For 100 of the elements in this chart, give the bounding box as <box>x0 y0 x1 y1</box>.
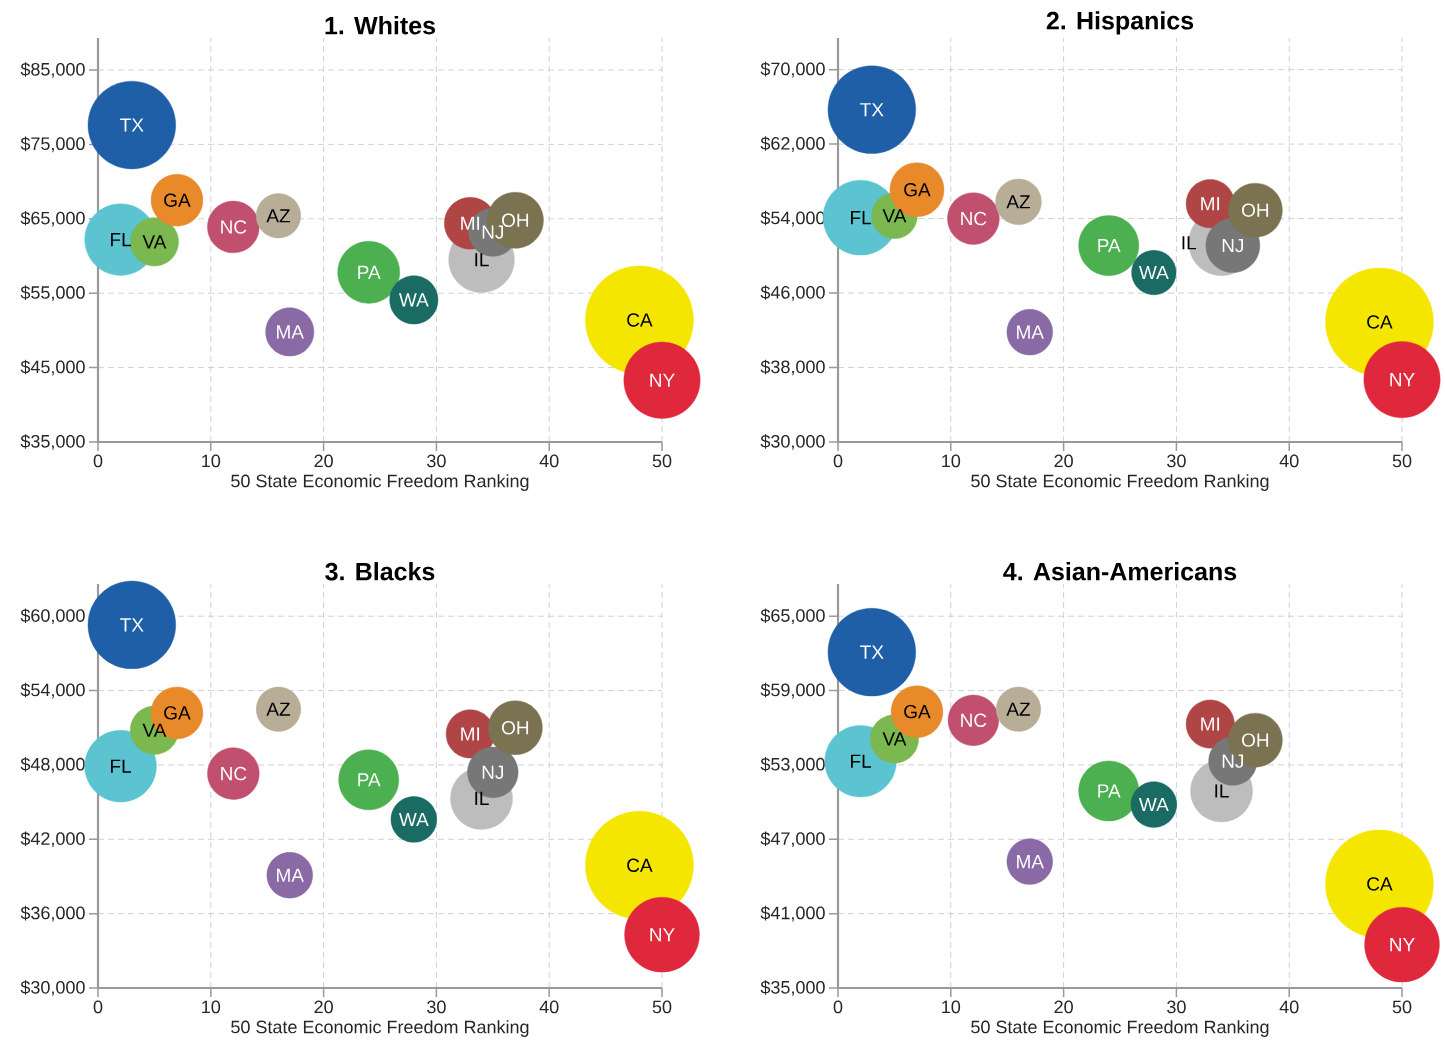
y-tick-label: $48,000 <box>20 757 85 773</box>
annotation: OH <box>502 213 529 227</box>
annotation: OH <box>1242 733 1269 747</box>
annotation: MA <box>277 325 304 339</box>
annotation: IL <box>475 253 489 267</box>
x-tick-label: 0 <box>93 454 103 468</box>
y-tick-label: $36,000 <box>20 905 85 922</box>
annotation: TX <box>120 118 144 132</box>
annotation: MI <box>461 216 480 230</box>
x-tick-label: 10 <box>202 1000 221 1014</box>
y-tick-label: $70,000 <box>760 61 825 78</box>
annotation: WA <box>1138 798 1169 812</box>
x-axis-title: 50 State Economic Freedom Ranking <box>231 1020 529 1037</box>
annotation: MI <box>1201 717 1220 731</box>
annotation: NJ <box>482 765 503 779</box>
annotation: GA <box>904 704 931 719</box>
annotation: MA <box>277 868 304 882</box>
annotation: AZ <box>1006 702 1031 716</box>
x-tick-label: 10 <box>202 454 221 468</box>
annotation: TX <box>860 103 884 117</box>
y-tick-label: $54,000 <box>760 210 825 227</box>
y-tick-label: $55,000 <box>20 285 85 301</box>
y-tick-label: $42,000 <box>20 831 85 848</box>
y-tick-label: $35,000 <box>760 980 825 996</box>
annotation: FL <box>851 211 872 225</box>
x-tick-label: 20 <box>1054 1000 1073 1014</box>
annotation: GA <box>164 193 191 207</box>
x-tick-label: 20 <box>314 454 333 468</box>
annotation: NC <box>961 211 987 226</box>
annotation: CA <box>627 313 653 327</box>
annotation: NC <box>221 766 247 781</box>
annotation: OH <box>1242 203 1269 217</box>
annotation: VA <box>882 209 907 223</box>
y-tick-label: $45,000 <box>20 359 85 376</box>
annotation: WA <box>398 293 429 307</box>
annotation: FL <box>111 233 132 247</box>
y-tick-label: $30,000 <box>20 980 85 996</box>
y-tick-label: $38,000 <box>760 359 825 376</box>
y-tick-label: $85,000 <box>20 62 85 78</box>
annotation: CA <box>627 858 653 873</box>
x-tick-label: 10 <box>942 454 961 468</box>
annotation: NY <box>650 928 675 942</box>
annotation: PA <box>358 265 381 279</box>
chart-title: 2. Hispanics <box>1046 11 1194 35</box>
y-tick-label: $65,000 <box>760 608 825 625</box>
x-axis-title: 50 State Economic Freedom Ranking <box>971 1020 1269 1037</box>
annotation: AZ <box>266 702 291 716</box>
x-tick-label: 0 <box>833 1000 843 1014</box>
x-tick-label: 30 <box>427 1000 446 1014</box>
y-tick-label: $59,000 <box>760 682 825 699</box>
x-tick-label: 30 <box>1167 1000 1186 1014</box>
annotation: NC <box>221 220 247 234</box>
annotation: VA <box>882 732 907 746</box>
x-tick-label: 20 <box>314 1000 333 1014</box>
annotation: MA <box>1017 325 1044 339</box>
y-tick-label: $65,000 <box>20 210 85 227</box>
annotation: TX <box>120 618 144 632</box>
annotation: FL <box>111 759 132 773</box>
y-tick-label: $30,000 <box>760 434 825 450</box>
x-tick-label: 20 <box>1054 454 1073 468</box>
x-tick-label: 0 <box>833 454 843 468</box>
x-tick-label: 50 <box>1392 1000 1412 1014</box>
annotation: WA <box>1138 266 1169 280</box>
annotation: NY <box>650 373 675 387</box>
x-tick-label: 50 <box>652 1000 672 1014</box>
y-tick-label: $54,000 <box>20 682 85 699</box>
annotation: CA <box>1367 315 1393 329</box>
y-tick-label: $62,000 <box>760 136 825 152</box>
y-tick-label: $75,000 <box>20 136 85 153</box>
annotation: IL <box>475 791 489 805</box>
annotation: NJ <box>1222 754 1244 768</box>
annotation: AZ <box>266 209 291 223</box>
chart-title: 4. Asian-Americans <box>1003 562 1237 581</box>
y-tick-label: $60,000 <box>20 608 85 625</box>
annotation: MA <box>1017 855 1044 869</box>
x-tick-label: 40 <box>1279 1000 1299 1014</box>
x-tick-label: 10 <box>942 1000 961 1014</box>
x-tick-label: 30 <box>1167 454 1186 468</box>
y-tick-label: $35,000 <box>20 434 85 450</box>
annotation: NJ <box>482 225 503 239</box>
annotation: NJ <box>1222 238 1244 253</box>
annotation: NY <box>1390 938 1415 952</box>
y-tick-label: $47,000 <box>760 831 825 848</box>
annotation: AZ <box>1006 195 1031 209</box>
chart-title: 3. Blacks <box>325 562 435 581</box>
y-tick-label: $46,000 <box>760 285 825 301</box>
x-tick-label: 30 <box>427 454 446 468</box>
x-tick-label: 40 <box>539 1000 559 1014</box>
annotation: PA <box>358 773 381 787</box>
y-tick-label: $41,000 <box>760 905 825 922</box>
annotation: GA <box>164 706 191 720</box>
chart-title: 1. Whites <box>325 16 435 35</box>
annotation: TX <box>860 645 884 659</box>
annotation: PA <box>1098 239 1121 253</box>
annotation: FL <box>851 754 872 768</box>
x-axis-title: 50 State Economic Freedom Ranking <box>231 474 529 491</box>
annotation: WA <box>398 812 429 826</box>
annotation: PA <box>1098 784 1121 798</box>
annotation: MI <box>1201 197 1220 211</box>
annotation: IL <box>1182 236 1197 250</box>
